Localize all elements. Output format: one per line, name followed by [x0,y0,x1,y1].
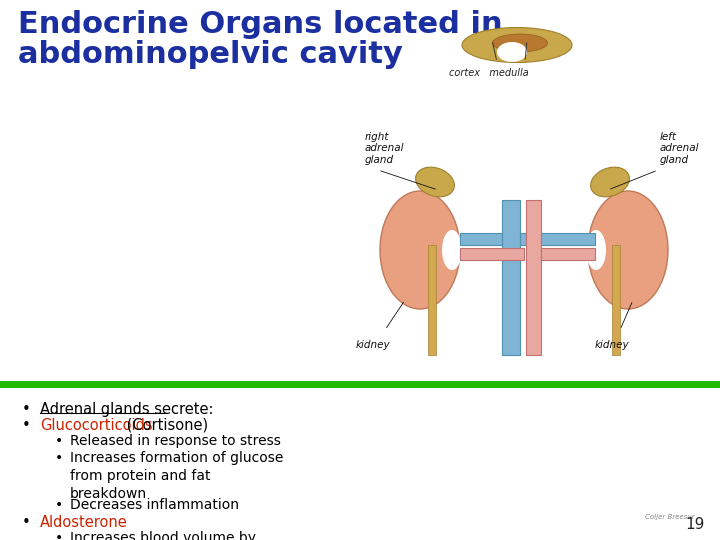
Ellipse shape [588,191,668,309]
Text: •: • [22,402,31,417]
Text: cortex   medulla: cortex medulla [449,68,529,78]
Bar [526,200,541,355]
Bar [428,245,436,355]
Ellipse shape [442,230,462,270]
Text: Adrenal glands secrete:: Adrenal glands secrete: [40,402,214,417]
Text: •: • [55,451,63,465]
Ellipse shape [415,167,454,197]
Bar [520,233,595,245]
Text: •: • [22,515,31,530]
Ellipse shape [492,34,547,52]
Text: kidney: kidney [595,340,629,350]
Text: •: • [22,418,31,433]
Text: Released in response to stress: Released in response to stress [70,434,281,448]
Text: Decreases inflammation: Decreases inflammation [70,498,239,512]
Text: 19: 19 [685,517,705,532]
Text: Aldosterone: Aldosterone [40,515,127,530]
Text: •: • [55,498,63,512]
Text: (Cortisone): (Cortisone) [122,418,208,433]
Bar [460,248,524,260]
Ellipse shape [590,167,629,197]
Ellipse shape [462,28,572,63]
Text: abdominopelvic cavity: abdominopelvic cavity [18,40,403,69]
Bar [0,381,720,388]
Text: kidney: kidney [356,340,390,350]
Bar [502,200,520,355]
Text: •: • [55,434,63,448]
Text: left
adrenal
gland: left adrenal gland [660,132,700,165]
Text: Coljer Breesur: Coljer Breesur [645,514,695,520]
Ellipse shape [586,230,606,270]
Bar [541,248,595,260]
Text: Glucocorticoids: Glucocorticoids [40,418,153,433]
Text: Increases formation of glucose
from protein and fat
breakdown: Increases formation of glucose from prot… [70,451,284,501]
Ellipse shape [497,42,527,62]
Bar [460,233,502,245]
Text: right
adrenal
gland: right adrenal gland [365,132,405,165]
Text: •: • [55,531,63,540]
Text: Increases blood volume by
causing kidneys to retain
sodium (where sodium goes
wa: Increases blood volume by causing kidney… [70,531,292,540]
Bar [612,245,620,355]
Ellipse shape [380,191,460,309]
Text: Endocrine Organs located in: Endocrine Organs located in [18,10,503,39]
